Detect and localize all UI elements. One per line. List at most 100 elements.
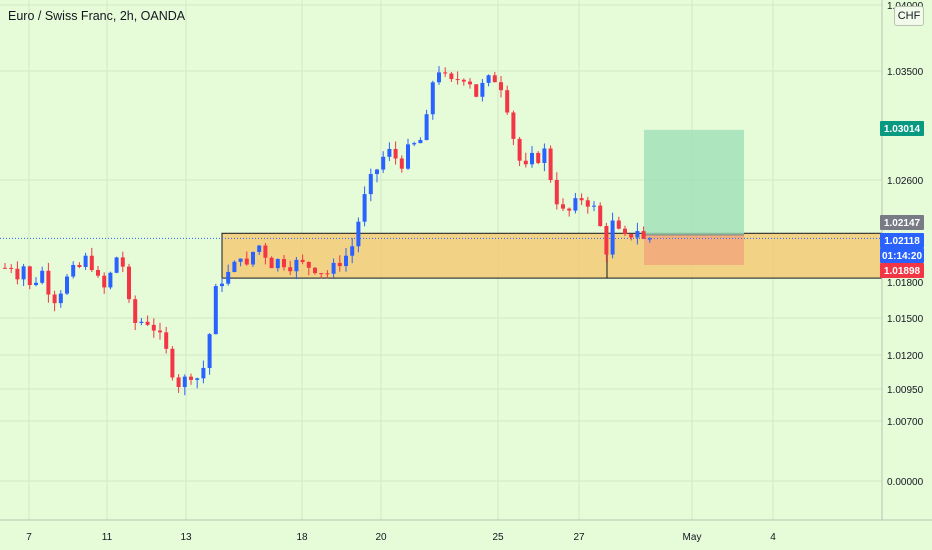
candle [263,243,268,265]
candle-body [350,246,355,256]
candle [120,251,125,273]
price-badge: 01:14:20 [880,248,924,263]
candle [629,233,634,241]
candle [325,270,330,279]
candle-body [83,255,88,267]
price-badge-bg [880,263,924,278]
candle [170,346,175,381]
price-badge-bg [880,248,924,263]
candle [635,222,640,245]
candle [350,238,355,264]
candle-body [517,138,522,161]
candle [499,76,503,98]
candle-body [616,220,621,229]
candle [9,264,14,274]
candle-body [313,267,317,274]
zone-layer [0,129,883,279]
candle [480,79,485,102]
position-stop-zone [644,234,744,266]
candle [375,168,379,183]
candle-body [430,82,435,115]
candle-body [567,208,572,211]
candle [257,244,262,255]
candle-body [641,231,646,239]
y-tick-label: 1.00700 [887,417,924,428]
candle [251,251,255,267]
candle [151,318,156,338]
candle [46,262,51,303]
candle-body [337,262,342,267]
candle-body [635,231,640,238]
candle-body [195,378,200,380]
price-badge: 1.03014 [880,121,924,136]
candle-body [207,334,212,368]
x-tick-label: 13 [180,532,192,543]
candle-body [412,143,417,145]
candle-body [592,205,596,207]
candle-body [232,261,237,272]
candle-body [133,299,138,323]
candle [610,212,615,259]
candle [430,80,435,120]
candle [108,271,113,290]
candle [158,322,162,340]
candle-body [127,266,131,300]
candle-body [226,271,231,284]
candle-body [257,245,262,252]
candle-body [505,90,510,113]
candle [139,318,144,326]
candle [393,141,398,165]
candle-body [375,169,379,175]
candle-body [573,198,578,211]
y-tick-label: 1.02600 [887,176,924,187]
candle-body [114,257,119,273]
candle [164,326,169,354]
candle-body [58,293,63,304]
candle [530,146,534,168]
candle [306,261,311,276]
candle [492,71,497,83]
candle-body [474,84,479,97]
price-badge-bg [880,121,924,136]
candle-body [325,273,330,275]
candle-body [275,259,280,269]
candle-body [449,73,454,80]
candle-body [530,152,534,165]
candle [449,72,454,82]
candle-body [406,144,410,169]
candle-body [424,114,429,141]
candle-body [542,148,547,164]
candle-body [9,267,14,269]
candle [344,248,348,272]
candle [269,256,274,269]
candle-body [201,367,206,379]
candle-body [269,257,274,269]
candle-body [629,234,634,238]
candle-body [647,238,652,240]
candle [127,263,131,303]
candle-body [443,72,448,74]
candle [331,258,336,278]
candle-body [65,276,69,294]
candle [34,277,38,287]
candle-body [480,82,485,97]
candle-body [344,255,348,267]
candle [319,272,324,279]
candle-body [220,283,224,287]
candle-body [393,148,398,159]
candle [523,152,528,168]
price-badge-bg [880,233,924,248]
x-tick-label: 7 [26,532,32,543]
candle [77,262,82,269]
candle [176,374,181,393]
candle-body [523,160,528,165]
currency-badge[interactable]: CHF [894,6,924,26]
candle-body [610,220,615,255]
candle-body [244,258,249,265]
candle [548,145,553,183]
candle [598,202,603,227]
candle-body [89,255,94,271]
candle [71,261,76,279]
